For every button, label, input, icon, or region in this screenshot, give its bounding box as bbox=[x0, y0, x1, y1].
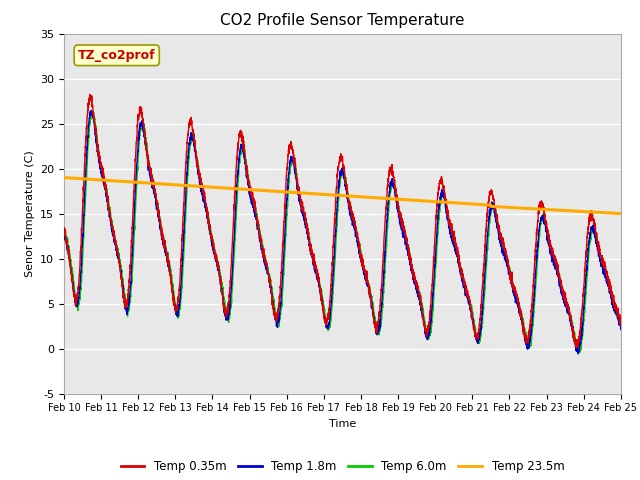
X-axis label: Time: Time bbox=[329, 419, 356, 429]
Y-axis label: Senor Temperature (C): Senor Temperature (C) bbox=[24, 150, 35, 277]
Title: CO2 Profile Sensor Temperature: CO2 Profile Sensor Temperature bbox=[220, 13, 465, 28]
Text: TZ_co2prof: TZ_co2prof bbox=[78, 49, 156, 62]
Legend: Temp 0.35m, Temp 1.8m, Temp 6.0m, Temp 23.5m: Temp 0.35m, Temp 1.8m, Temp 6.0m, Temp 2… bbox=[116, 455, 569, 478]
